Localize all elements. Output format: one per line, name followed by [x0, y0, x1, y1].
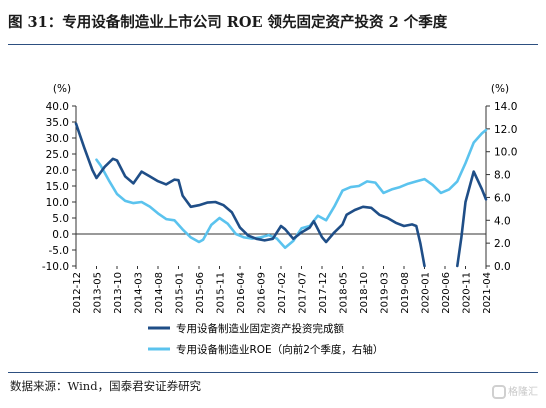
right-axis-unit: (%) [491, 83, 509, 95]
left-axis-tick-label: 15.0 [46, 181, 69, 193]
source-rule [8, 372, 538, 373]
x-axis-tick-label: 2016-04 [236, 272, 247, 314]
line-chart: (%) (%) 40.0 35.0 30.0 25.0 20.0 15.0 10.0 5.0 0.0… [42, 83, 518, 356]
right-axis-tick-label: 12.0 [494, 124, 517, 136]
figure-title: 图 31：专用设备制造业上市公司 ROE 领先固定资产投资 2 个季度 [8, 14, 448, 31]
left-axis-unit: (%) [53, 83, 71, 95]
left-axis-tick-label: 40.0 [46, 101, 69, 113]
x-axis-tick-label: 2017-07 [298, 272, 309, 314]
x-axis-tick-label: 2019-03 [380, 272, 391, 314]
x-axis-tick-label: 2020-01 [421, 272, 432, 314]
left-axis-tick-label: -5.0 [49, 245, 70, 257]
x-axis-tick-label: 2018-10 [359, 272, 370, 314]
legend-label-roe: 专用设备制造业ROE（向前2个季度，右轴） [176, 343, 383, 356]
right-axis-tick-label: 4.0 [494, 215, 511, 227]
x-axis-tick-label: 2012-12 [72, 272, 83, 314]
right-axis-tick-label: 8.0 [494, 170, 511, 182]
left-axis-tick-label: 0.0 [52, 229, 69, 241]
left-axis-tick-label: 25.0 [46, 149, 69, 161]
x-axis-tick-label: 2013-10 [113, 272, 124, 314]
left-axis-tick-label: -10.0 [42, 261, 69, 273]
watermark-text: 格隆汇 [508, 387, 538, 398]
x-axis-tick-label: 2016-09 [257, 272, 268, 314]
x-axis-tick-label: 2020-11 [462, 272, 473, 314]
watermark: 格隆汇 [476, 384, 538, 402]
right-axis-tick-label: 14.0 [494, 101, 517, 113]
watermark-logo-icon [492, 385, 506, 399]
right-axis-tick-label: 10.0 [494, 147, 517, 159]
right-axis-tick-label: 2.0 [494, 238, 511, 250]
source-note: 数据来源：Wind，国泰君安证券研究 [10, 379, 202, 393]
x-axis-tick-label: 2015-01 [175, 272, 186, 314]
x-axis-tick-label: 2015-11 [216, 272, 227, 314]
x-axis-tick-label: 2019-08 [400, 272, 411, 314]
x-axis-tick-label: 2015-06 [195, 272, 206, 314]
left-axis-tick-label: 35.0 [46, 117, 69, 129]
legend-label-fai: 专用设备制造业固定资产投资完成额 [176, 322, 344, 335]
left-axis-tick-label: 20.0 [46, 165, 69, 177]
series-roe-line [95, 128, 488, 249]
x-axis-tick-label: 2017-12 [318, 272, 329, 314]
x-axis-tick-label: 2017-02 [277, 272, 288, 314]
right-axis-tick-label: 6.0 [494, 192, 511, 204]
x-axis-tick-label: 2021-04 [482, 272, 493, 314]
x-axis-tick-label: 2014-08 [154, 272, 165, 314]
x-axis-tick-label: 2020-06 [441, 272, 452, 314]
x-axis-tick-label: 2018-05 [339, 272, 350, 314]
x-axis-tick-label: 2014-03 [134, 272, 145, 314]
series-fai-line [74, 122, 426, 268]
right-axis-tick-label: 0.0 [494, 261, 511, 273]
left-axis-tick-label: 10.0 [46, 197, 69, 209]
left-axis-tick-label: 30.0 [46, 133, 69, 145]
series-fai-line-2021 [455, 170, 488, 268]
title-rule [8, 44, 538, 45]
x-axis-tick-label: 2013-05 [93, 272, 104, 314]
left-axis-tick-label: 5.0 [52, 213, 69, 225]
